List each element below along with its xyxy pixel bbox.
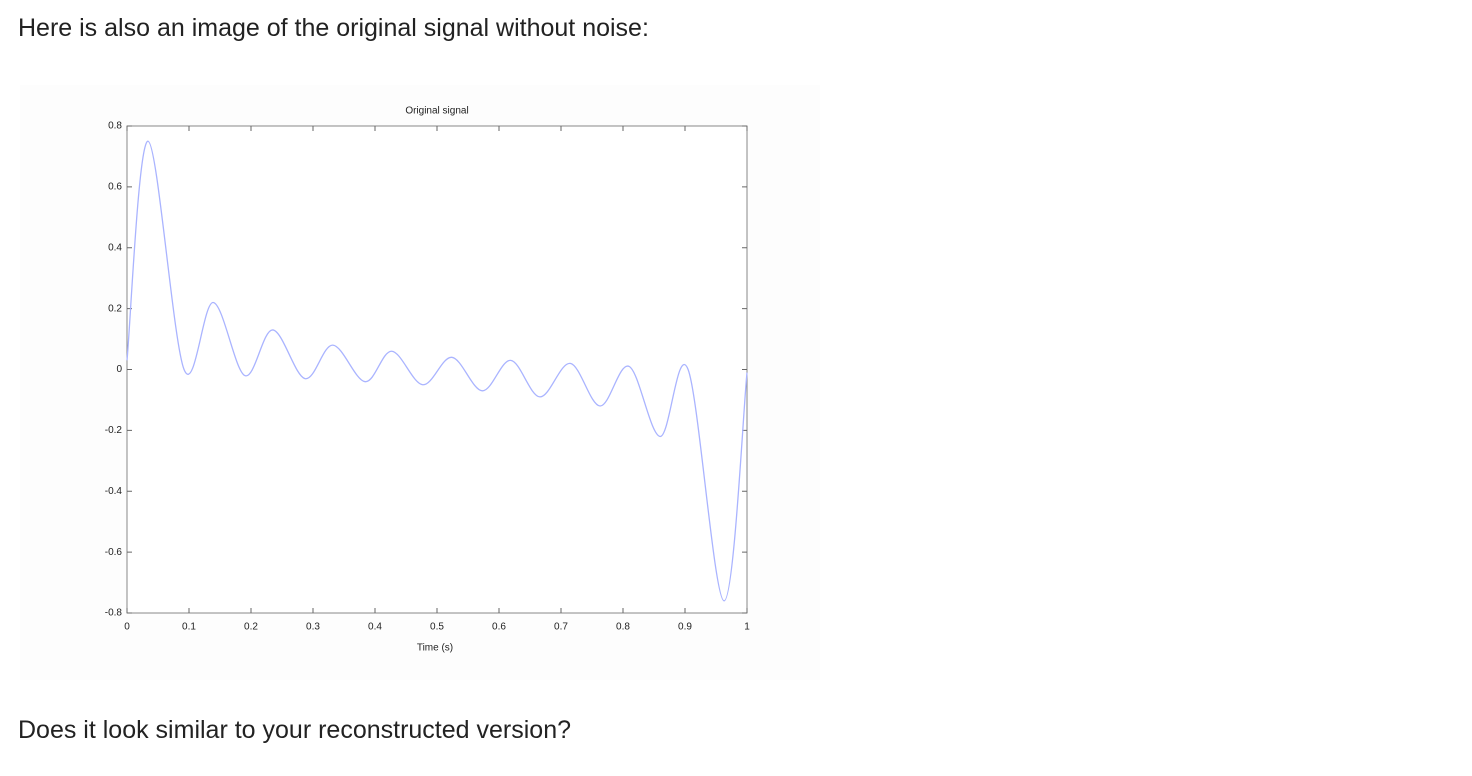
- x-tick-label: 0.5: [430, 622, 444, 633]
- x-tick-label: 1: [744, 622, 750, 633]
- x-axis-label: Time (s): [417, 643, 453, 654]
- paragraph: Does it look similar to your reconstruct…: [18, 716, 572, 744]
- y-tick-label: -0.6: [105, 547, 123, 558]
- x-tick-label: 0.7: [554, 622, 568, 633]
- x-tick-label: 0.9: [678, 622, 692, 633]
- chart-title: Original signal: [405, 106, 468, 117]
- x-tick-label: 0.2: [244, 622, 258, 633]
- y-tick-label: 0.6: [108, 182, 122, 193]
- y-tick-label: 0: [116, 364, 122, 375]
- x-tick-label: 0.3: [306, 622, 320, 633]
- y-tick-label: 0.2: [108, 303, 122, 314]
- x-tick-label: 0.8: [616, 622, 630, 633]
- y-tick-label: -0.4: [105, 486, 123, 497]
- y-tick-label: -0.8: [105, 608, 123, 619]
- x-tick-label: 0.6: [492, 622, 506, 633]
- y-tick-label: -0.2: [105, 425, 123, 436]
- chart: Original signal Time (s) 0 0.1 0.2 0.3 0.4 0.…: [104, 105, 751, 654]
- paragraph: Here is also an image of the original si…: [18, 14, 649, 42]
- plot-frame: [126, 125, 748, 614]
- x-tick-label: 0.4: [368, 622, 382, 633]
- x-tick-label: 0: [124, 622, 130, 633]
- signal-line: [126, 140, 748, 602]
- y-tick-label: 0.4: [108, 242, 122, 253]
- x-tick-label: 0.1: [182, 622, 196, 633]
- y-tick-label: 0.8: [108, 121, 122, 132]
